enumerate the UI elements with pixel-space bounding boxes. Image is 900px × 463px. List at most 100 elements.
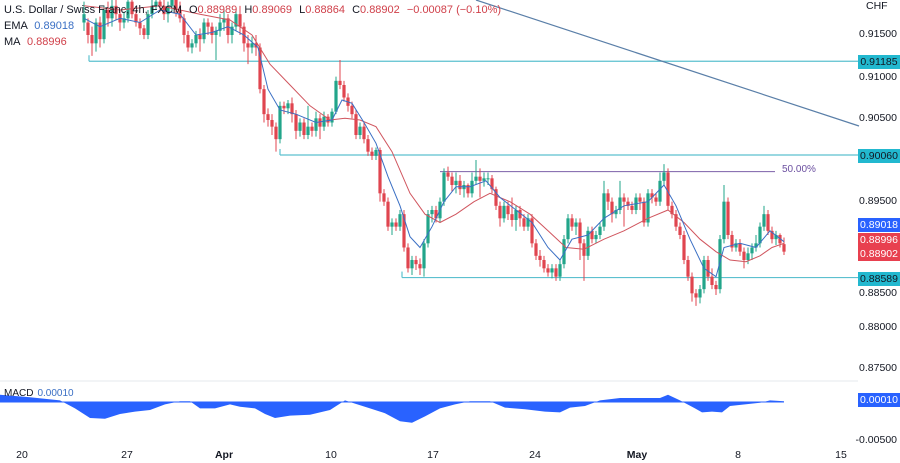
candle [430, 205, 434, 223]
macd-value-tag: 0.00010 [858, 393, 900, 407]
macd-legend[interactable]: MACD 0.00010 [4, 388, 74, 399]
last-price-tag: 0.88902 [858, 247, 900, 261]
candle [670, 201, 674, 219]
candle [570, 214, 574, 231]
candle [558, 259, 562, 281]
candle [718, 234, 722, 294]
candle [770, 226, 774, 244]
candle [246, 35, 250, 65]
candle [278, 101, 282, 144]
candle [98, 16, 102, 48]
macd-pane[interactable] [0, 394, 784, 423]
candle [538, 249, 542, 267]
candle [714, 280, 718, 295]
level-tag-0.88589[interactable]: 0.88589 [858, 272, 900, 286]
candle [214, 26, 218, 60]
candle [594, 230, 598, 244]
candle [434, 205, 438, 223]
candle [598, 222, 602, 240]
candle [170, 0, 174, 12]
candle [414, 255, 418, 270]
candle [86, 18, 90, 44]
candle [262, 84, 266, 123]
candle [314, 111, 318, 137]
candle [242, 22, 246, 52]
candle [290, 97, 294, 123]
candle [274, 122, 278, 152]
candle [698, 284, 702, 304]
candle [446, 166, 450, 181]
currency-label: CHF [866, 0, 888, 12]
macd-label: MACD [4, 388, 34, 399]
candle [702, 255, 706, 294]
candle [722, 184, 726, 244]
price-tick: 0.90500 [859, 112, 897, 124]
candle [302, 118, 306, 140]
candle [666, 168, 670, 210]
candle [294, 109, 298, 140]
candle [358, 122, 362, 140]
candle [222, 10, 226, 31]
candle [462, 180, 466, 198]
candle [738, 239, 742, 256]
candle [678, 222, 682, 240]
candle [298, 118, 302, 137]
candle [630, 201, 634, 215]
candle [226, 14, 230, 44]
candle [410, 255, 414, 275]
candle [366, 134, 370, 156]
candle [130, 0, 134, 19]
price-tick: 0.88000 [859, 321, 897, 333]
candle [158, 0, 162, 12]
candle [418, 258, 422, 275]
ma-line [83, 5, 785, 263]
candle [610, 197, 614, 223]
candle [134, 10, 138, 27]
price-pane[interactable] [82, 0, 860, 306]
candle [106, 1, 110, 27]
candle [138, 18, 142, 35]
candle [362, 122, 366, 144]
candle [442, 168, 446, 206]
candle [318, 114, 322, 140]
candle [766, 209, 770, 235]
macd-axis-tick: -0.00500 [855, 434, 897, 446]
time-axis-label: 20 [16, 449, 28, 461]
time-axis-label: 24 [529, 449, 541, 461]
candle [178, 1, 182, 23]
ma-price-tag: 0.88996 [858, 233, 900, 247]
candle [638, 193, 642, 210]
candle [126, 0, 130, 23]
time-axis-label: 10 [325, 449, 337, 461]
candle [194, 30, 198, 48]
trendline[interactable] [475, 0, 860, 127]
candle [466, 183, 470, 198]
candle [614, 205, 618, 219]
candle [646, 189, 650, 227]
candle [338, 59, 342, 90]
macd-value: 0.00010 [37, 388, 74, 399]
candle [498, 201, 502, 227]
candle [174, 0, 178, 17]
candle [530, 214, 534, 248]
candle [386, 197, 390, 231]
level-tag-0.90060[interactable]: 0.90060 [858, 149, 900, 163]
candle [378, 147, 382, 202]
candle [230, 22, 234, 44]
candle [342, 80, 346, 102]
candle [330, 108, 334, 127]
candle [334, 76, 338, 115]
candle [370, 147, 374, 160]
candle [706, 255, 710, 281]
candle [190, 39, 194, 54]
candle [590, 226, 594, 244]
level-tag-0.91185[interactable]: 0.91185 [858, 55, 900, 69]
candle [586, 226, 590, 260]
candle [494, 186, 498, 210]
candle [458, 174, 462, 195]
candle [310, 122, 314, 137]
candle [566, 214, 570, 244]
candle [602, 180, 606, 231]
candle [650, 189, 654, 204]
